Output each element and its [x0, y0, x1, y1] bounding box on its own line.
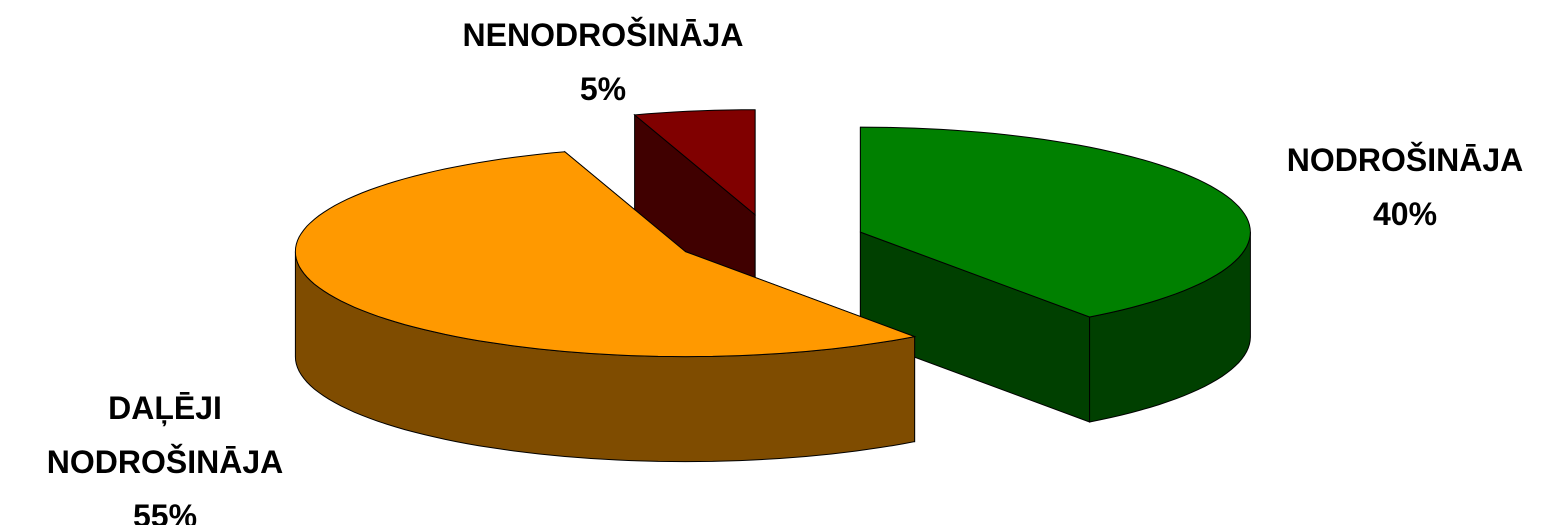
category-label: NODROŠINĀJA: [1286, 142, 1524, 178]
slice: [294, 151, 917, 358]
value-label: 40%: [1372, 196, 1438, 232]
value-label: 5%: [579, 71, 627, 107]
value-label: 55%: [132, 498, 198, 525]
slice-label: NENODROŠINĀJA 5%: [400, 8, 806, 116]
slice-label: NODROŠINĀJA 40%: [1245, 133, 1565, 241]
category-label: DAĻĒJI NODROŠINĀJA: [46, 390, 284, 480]
slice-label: DAĻĒJI NODROŠINĀJA 55%: [5, 381, 325, 525]
slice: [859, 126, 1251, 318]
category-label: NENODROŠINĀJA: [462, 17, 744, 53]
slice: [633, 109, 756, 216]
